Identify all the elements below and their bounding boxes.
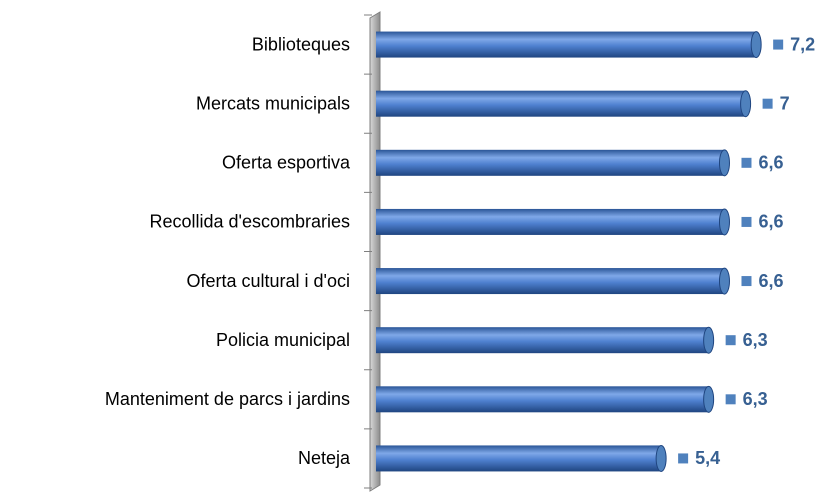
category-label: Recollida d'escombraries [149,212,350,232]
bar [376,149,730,177]
value-label: 7,2 [790,34,815,54]
value-label: 6,6 [758,271,783,291]
value-label: 6,3 [743,330,768,350]
bar-body [376,327,709,354]
bar-body [376,31,757,58]
bar-body [376,208,725,235]
bar-cap [718,149,730,177]
bar [376,326,715,354]
bar [376,90,752,118]
category-label: Policia municipal [216,330,350,350]
label-marker [762,98,773,109]
bar-cap [718,267,730,295]
category-label: Oferta cultural i d'oci [186,271,350,291]
category-label: Mercats municipals [196,93,350,113]
bar-body [376,268,725,295]
category-label: Manteniment de parcs i jardins [105,389,350,409]
bar-cap [718,208,730,236]
label-marker [678,453,689,464]
bar-body [376,149,725,176]
bar-cap [655,444,667,472]
value-label: 6,3 [743,389,768,409]
value-label: 6,6 [758,212,783,232]
category-label: Oferta esportiva [222,153,351,173]
bar [376,208,730,236]
label-marker [725,335,736,346]
bar [376,444,667,472]
bar [376,31,762,59]
value-label: 6,6 [758,153,783,173]
label-marker [741,157,752,168]
label-marker [725,394,736,405]
category-label: Neteja [298,448,351,468]
bar-cap [740,90,752,118]
bar-cap [703,385,715,413]
bar [376,385,715,413]
bar-body [376,445,662,472]
value-label: 5,4 [695,448,720,468]
value-label: 7 [780,93,790,113]
label-marker [741,216,752,227]
label-marker [773,39,784,50]
bar-body [376,386,709,413]
bar-cap [750,31,762,59]
category-label: Biblioteques [252,34,350,54]
bar [376,267,730,295]
bar-cap [703,326,715,354]
bar-body [376,90,746,117]
axis [369,11,381,492]
label-marker [741,276,752,287]
